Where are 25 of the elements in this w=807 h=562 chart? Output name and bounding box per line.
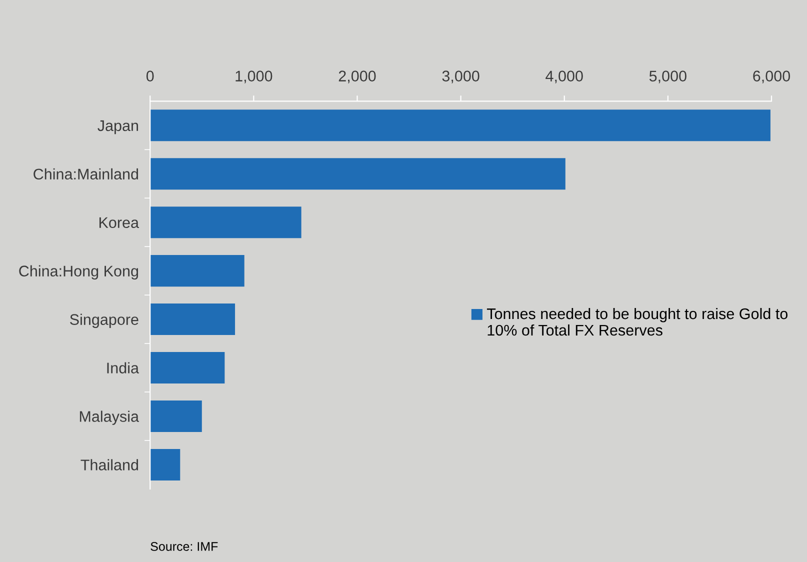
x-tick-label: 4,000	[546, 70, 583, 84]
bar	[150, 255, 244, 287]
source-note: Source: IMF	[150, 542, 218, 551]
y-tick-label: China:Mainland	[34, 168, 138, 180]
x-tick-label: 1,000	[236, 70, 272, 84]
x-tick-label: 5,000	[649, 70, 686, 84]
y-tick-label: China:Hong Kong	[19, 265, 138, 280]
bar	[150, 206, 302, 238]
x-tick-label: 0	[146, 70, 154, 82]
x-tick-label: 6,000	[753, 70, 790, 84]
bar	[150, 304, 236, 336]
bar	[150, 110, 770, 142]
bar	[150, 352, 225, 384]
x-tick-label: 3,000	[442, 70, 480, 84]
legend-label: Tonnes needed to be bought to raise Gold to 10% of Total FX Reserves	[486, 308, 788, 336]
y-tick-label: Singapore	[70, 314, 138, 328]
y-tick-label: Korea	[99, 217, 139, 228]
bar	[150, 158, 566, 190]
y-tick-label: India	[107, 362, 139, 374]
bar	[150, 400, 202, 432]
bar	[150, 448, 180, 480]
x-tick-label: 2,000	[338, 70, 376, 84]
y-tick-label: Malaysia	[80, 410, 139, 425]
y-tick-label: Thailand	[80, 459, 138, 470]
y-tick-label: Japan	[98, 120, 138, 134]
